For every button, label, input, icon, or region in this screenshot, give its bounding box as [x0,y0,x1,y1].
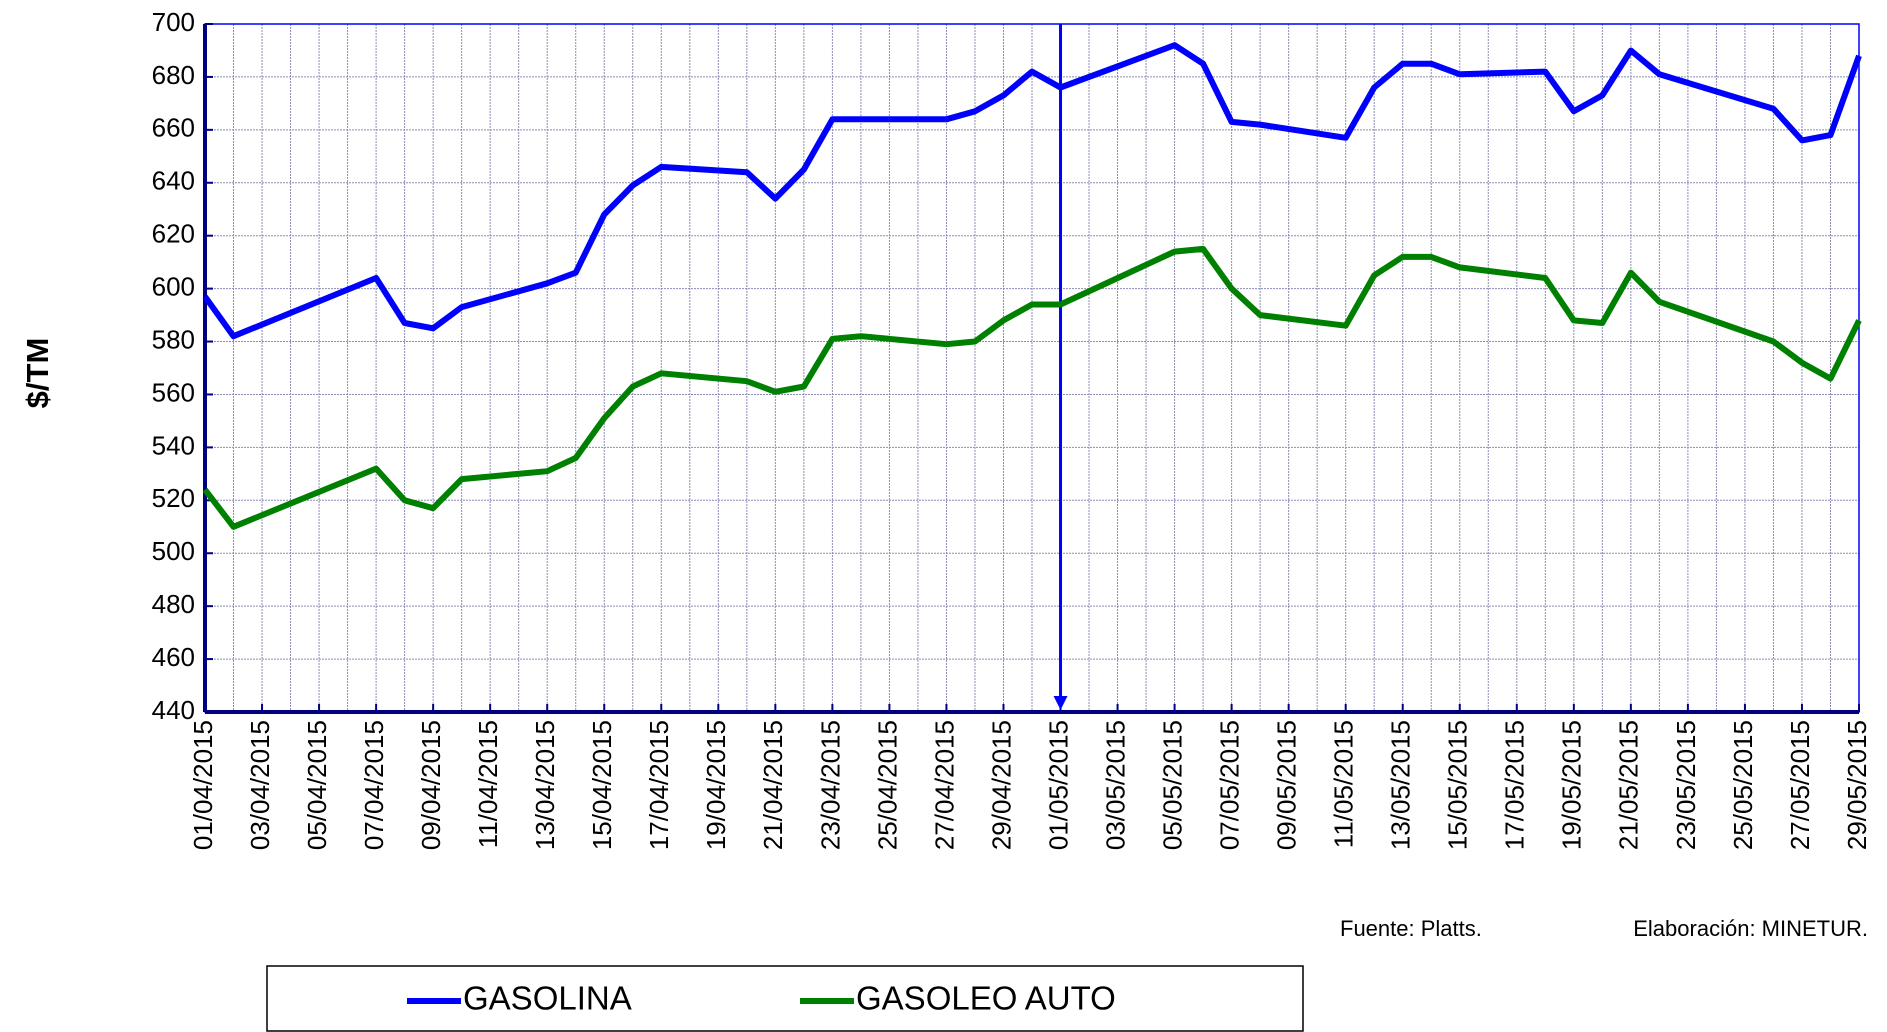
x-tick-label: 25/05/2015 [1728,720,1758,850]
x-tick-label: 13/04/2015 [530,720,560,850]
y-tick-label: 640 [152,166,195,196]
x-tick-label: 03/05/2015 [1100,720,1130,850]
x-tick-label: 25/04/2015 [872,720,902,850]
x-tick-label: 05/04/2015 [302,720,332,850]
legend-label: GASOLEO AUTO [856,980,1116,1017]
x-tick-label: 21/05/2015 [1614,720,1644,850]
x-tick-label: 09/05/2015 [1272,720,1302,850]
y-tick-label: 500 [152,536,195,566]
x-tick-label: 15/05/2015 [1443,720,1473,850]
y-tick-label: 700 [152,7,195,37]
credit-note: Elaboración: MINETUR. [1633,916,1868,941]
y-tick-label: 580 [152,324,195,354]
y-tick-label: 680 [152,60,195,90]
series-line [202,245,1862,530]
x-tick-label: 01/04/2015 [188,720,218,850]
y-tick-label: 600 [152,271,195,301]
y-tick-label: 540 [152,430,195,460]
y-tick-label: 520 [152,483,195,513]
x-tick-label: 01/05/2015 [1043,720,1073,850]
y-axis-label: $/TM [20,338,55,409]
x-tick-label: 11/04/2015 [473,720,503,848]
x-tick-label: 23/05/2015 [1671,720,1701,850]
x-tick-label: 03/04/2015 [245,720,275,850]
x-tick-label: 13/05/2015 [1386,720,1416,850]
x-tick-label: 11/05/2015 [1329,720,1359,848]
x-tick-label: 05/05/2015 [1157,720,1187,850]
y-tick-label: 660 [152,113,195,143]
x-tick-label: 27/04/2015 [929,720,959,850]
y-tick-label: 560 [152,377,195,407]
x-tick-label: 19/05/2015 [1557,720,1587,850]
x-tick-label: 27/05/2015 [1785,720,1815,850]
reference-arrow [1053,696,1068,710]
series-line [202,42,1862,340]
x-tick-label: 29/05/2015 [1842,720,1872,850]
x-tick-label: 17/05/2015 [1500,720,1530,850]
y-tick-label: 620 [152,219,195,249]
source-note: Fuente: Platts. [1340,916,1482,941]
x-tick-label: 07/04/2015 [359,720,389,850]
y-tick-label: 460 [152,642,195,672]
x-tick-label: 17/04/2015 [644,720,674,850]
y-tick-label: 440 [152,695,195,725]
x-tick-label: 19/04/2015 [701,720,731,850]
legend-label: GASOLINA [463,980,632,1017]
y-tick-label: 480 [152,589,195,619]
x-tick-label: 09/04/2015 [416,720,446,850]
x-tick-label: 21/04/2015 [758,720,788,850]
x-tick-label: 07/05/2015 [1214,720,1244,850]
x-tick-label: 23/04/2015 [815,720,845,850]
x-tick-label: 29/04/2015 [986,720,1016,850]
x-tick-label: 15/04/2015 [587,720,617,850]
